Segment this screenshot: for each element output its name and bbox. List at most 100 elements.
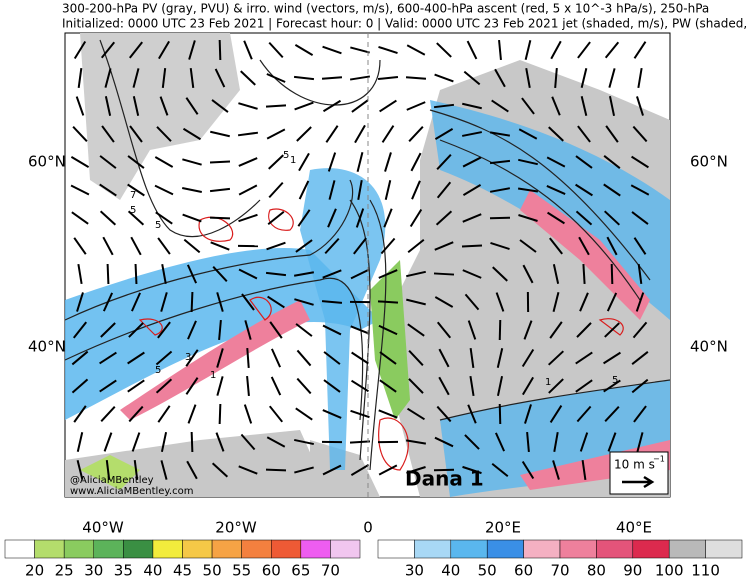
wind-vector — [321, 300, 343, 304]
wind-vector — [133, 459, 139, 481]
wind-vector — [436, 405, 452, 423]
wind-vector — [380, 237, 396, 255]
colorbar-box — [152, 539, 183, 559]
contour-label: 1 — [545, 377, 551, 388]
wind-vector — [603, 351, 621, 365]
wind-vector — [553, 431, 559, 453]
wind-vector — [434, 296, 454, 308]
wind-vector — [99, 351, 117, 365]
wind-vector — [603, 155, 621, 169]
wind-vector — [498, 39, 502, 61]
wind-vector — [384, 180, 392, 200]
wind-vector — [552, 460, 560, 480]
wind-vector — [489, 131, 511, 137]
wind-vector — [73, 40, 87, 60]
ascent-contours — [138, 208, 624, 471]
wind-vector — [218, 319, 222, 341]
wind-vector — [131, 292, 141, 312]
wind-vector — [462, 269, 482, 279]
wind-vector — [209, 187, 231, 193]
wind-vector — [218, 39, 222, 61]
colorbars: 20 25 30 35 40 45 50 55 60 65 70 30 40 50 60 70 80 90 100 1… — [4, 539, 743, 580]
wind-vector — [518, 158, 538, 166]
wind-vector — [238, 102, 258, 110]
wind-vector — [548, 350, 564, 366]
wind-vector — [270, 348, 282, 368]
wind-vector — [185, 349, 199, 367]
wind-vector — [575, 183, 593, 197]
wind-vector — [270, 376, 282, 396]
colorbar-box — [486, 539, 524, 559]
wind-vector — [215, 432, 225, 452]
wind-vector — [155, 211, 173, 225]
wind-vector — [436, 321, 452, 339]
wind-vector — [72, 126, 88, 142]
wind-vector — [238, 213, 258, 223]
wind-vector — [296, 126, 312, 142]
wind-vector — [185, 377, 199, 395]
wind-vector — [581, 459, 587, 481]
colorbar-label: 65 — [291, 562, 310, 580]
wind-vector — [298, 152, 310, 172]
wind-vector — [582, 263, 586, 285]
wind-vector — [462, 213, 482, 223]
wind-vector — [494, 432, 506, 452]
wind-vector — [160, 460, 168, 480]
colorbar-label: 40 — [143, 562, 162, 580]
wind-vector — [99, 210, 117, 226]
wind-vector — [518, 128, 538, 140]
colorbar-box — [241, 539, 272, 559]
wind-vector — [407, 323, 425, 337]
jet-core — [120, 300, 310, 420]
colorbar-label: 30 — [405, 562, 424, 580]
wind-vector — [102, 236, 114, 256]
colorbar-label: 20 — [25, 562, 44, 580]
wind-vector — [434, 128, 454, 140]
wind-vector — [265, 104, 287, 108]
colorbar-label: 70 — [550, 562, 569, 580]
wind-vector — [246, 347, 250, 369]
wind-vector — [492, 266, 508, 282]
wind-vector — [127, 351, 145, 365]
colorbar-label: 80 — [587, 562, 606, 580]
jet-trough — [300, 168, 386, 470]
wind-vector — [161, 263, 167, 285]
wind-vector — [293, 75, 315, 81]
wind-vector — [521, 348, 535, 368]
wind-vector — [463, 70, 481, 86]
wind-vector — [269, 321, 283, 339]
vector-key-arrow — [622, 475, 655, 489]
wind-vector — [523, 320, 533, 340]
colorbar-box — [668, 539, 706, 559]
wind-vector — [209, 216, 231, 220]
wind-vector — [406, 298, 426, 306]
wind-vector — [549, 321, 563, 339]
wind-vector — [73, 237, 87, 255]
colorbar-box — [596, 539, 634, 559]
wind-vector — [495, 292, 505, 312]
wind-vector — [157, 237, 171, 255]
lon-label: 40°E — [616, 519, 652, 537]
wind-vector — [521, 460, 535, 480]
wind-vector — [526, 431, 530, 453]
wind-vector — [322, 45, 342, 55]
wind-vector — [211, 462, 229, 478]
wind-vector — [434, 241, 454, 251]
wind-vector — [466, 40, 478, 60]
wind-vector — [102, 292, 114, 312]
wind-vector — [216, 292, 224, 312]
wind-vector — [296, 377, 312, 395]
wind-vector — [547, 211, 565, 225]
wind-vector — [632, 321, 648, 339]
wind-vector — [354, 124, 366, 144]
wind-vector — [182, 158, 202, 166]
wind-vector — [438, 348, 450, 368]
wind-vector — [238, 465, 258, 475]
contour-label: 5 — [283, 150, 289, 161]
wind-vector — [77, 263, 83, 285]
colorbar-label: 30 — [84, 562, 103, 580]
contour-label: 5 — [612, 375, 618, 386]
wind-vector — [265, 271, 287, 277]
colorbar-box — [330, 539, 361, 559]
colorbar-box — [300, 539, 331, 559]
